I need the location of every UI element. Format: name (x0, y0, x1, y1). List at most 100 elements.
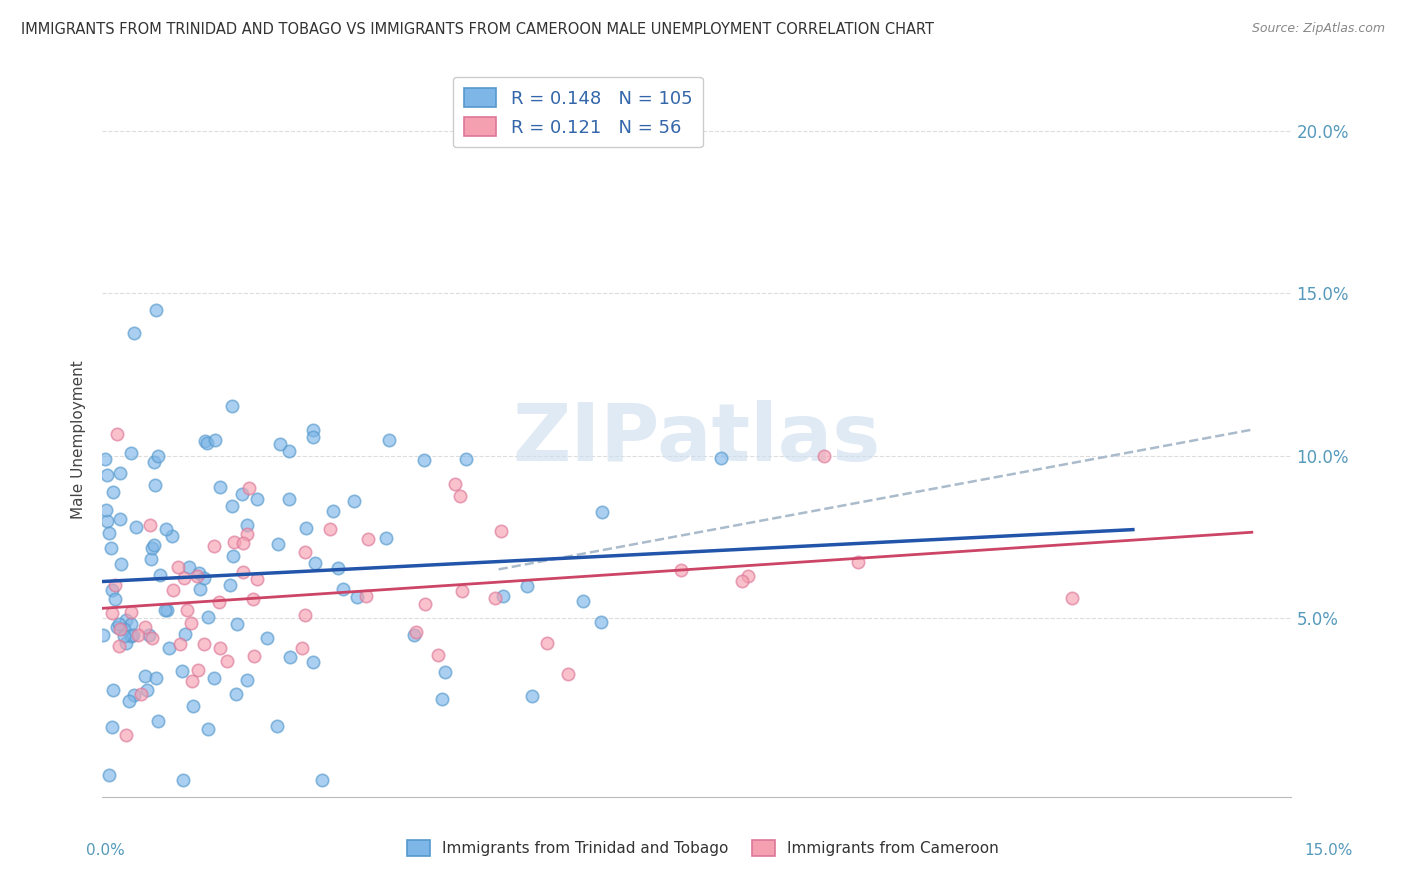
Point (115, 614, 138, 628)
Point (354, 589, 377, 603)
Point (591, 505, 613, 519)
Point (813, 449, 835, 463)
Point (454, 451, 477, 466)
Point (242, 592, 264, 607)
Point (277, 491, 299, 506)
Point (1060, 591, 1083, 605)
Point (405, 624, 427, 639)
Point (311, 773, 333, 788)
Point (489, 524, 512, 538)
Point (202, 671, 225, 685)
Text: Source: ZipAtlas.com: Source: ZipAtlas.com (1251, 22, 1385, 36)
Point (103, 484, 125, 499)
Point (162, 583, 184, 598)
Point (104, 592, 127, 607)
Point (96, 468, 118, 483)
Point (139, 517, 162, 532)
Point (145, 478, 167, 492)
Point (193, 570, 215, 584)
Point (94, 503, 117, 517)
Point (120, 617, 142, 632)
Point (156, 603, 179, 617)
Point (104, 577, 127, 591)
Point (294, 608, 316, 623)
Point (238, 482, 260, 496)
Point (277, 444, 299, 458)
Point (148, 568, 170, 582)
Point (375, 531, 398, 545)
Point (115, 636, 138, 650)
Point (226, 616, 249, 631)
Point (343, 494, 366, 508)
Point (141, 552, 163, 566)
Point (118, 694, 141, 708)
Point (195, 436, 218, 450)
Point (516, 579, 538, 593)
Point (120, 605, 142, 619)
Point (176, 603, 198, 617)
Point (173, 571, 195, 585)
Point (319, 522, 342, 536)
Point (145, 302, 167, 317)
Point (153, 602, 176, 616)
Point (103, 683, 125, 698)
Point (484, 591, 506, 605)
Point (208, 480, 231, 494)
Point (193, 637, 215, 651)
Point (155, 522, 177, 536)
Point (188, 582, 211, 596)
Point (413, 598, 436, 612)
Point (302, 423, 325, 437)
Point (378, 434, 401, 448)
Point (120, 446, 142, 460)
Point (100, 606, 122, 620)
Point (427, 648, 450, 662)
Point (148, 714, 170, 728)
Point (145, 671, 167, 685)
Point (122, 326, 145, 341)
Point (491, 589, 513, 603)
Point (301, 655, 323, 669)
Point (136, 683, 159, 698)
Point (402, 628, 425, 642)
Text: 0.0%: 0.0% (86, 843, 125, 858)
Point (236, 673, 259, 688)
Point (246, 572, 269, 586)
Point (97, 526, 120, 541)
Point (208, 640, 231, 655)
Point (129, 687, 152, 701)
Point (222, 549, 245, 564)
Legend: R = 0.148   N = 105, R = 0.121   N = 56: R = 0.148 N = 105, R = 0.121 N = 56 (453, 77, 703, 147)
Point (112, 629, 135, 643)
Point (278, 649, 301, 664)
Point (108, 639, 131, 653)
Point (267, 537, 290, 551)
Point (172, 773, 194, 788)
Point (183, 699, 205, 714)
Y-axis label: Male Unemployment: Male Unemployment (72, 360, 86, 519)
Point (669, 564, 692, 578)
Legend: Immigrants from Trinidad and Tobago, Immigrants from Cameroon: Immigrants from Trinidad and Tobago, Imm… (401, 834, 1005, 862)
Point (232, 536, 254, 550)
Point (225, 687, 247, 701)
Point (114, 728, 136, 742)
Point (269, 437, 291, 451)
Point (98, 768, 121, 782)
Point (235, 518, 257, 533)
Point (108, 466, 131, 480)
Point (242, 648, 264, 663)
Point (357, 532, 380, 546)
Point (430, 692, 453, 706)
Point (108, 622, 131, 636)
Point (256, 631, 278, 645)
Point (294, 545, 316, 559)
Point (232, 565, 254, 579)
Point (100, 720, 122, 734)
Point (94, 451, 117, 466)
Point (105, 427, 128, 442)
Point (444, 477, 467, 491)
Point (322, 504, 344, 518)
Point (266, 719, 288, 733)
Point (166, 560, 188, 574)
Point (219, 578, 242, 592)
